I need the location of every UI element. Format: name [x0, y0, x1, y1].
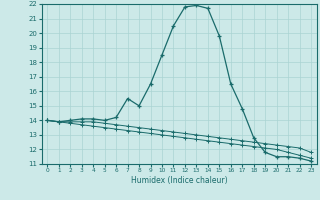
X-axis label: Humidex (Indice chaleur): Humidex (Indice chaleur) [131, 176, 228, 185]
